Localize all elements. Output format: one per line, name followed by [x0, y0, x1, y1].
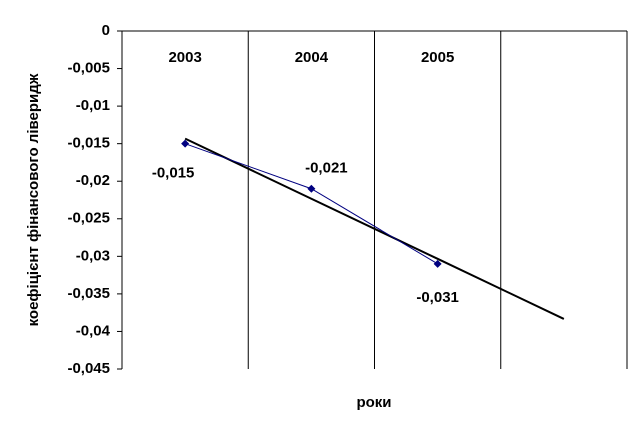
x-tick-label: 2005	[421, 49, 454, 66]
y-tick-label: -0,025	[67, 210, 110, 227]
y-tick-label: -0,01	[76, 97, 110, 114]
data-label: -0,021	[305, 160, 348, 177]
y-tick-label: -0,03	[76, 247, 110, 264]
x-tick-label: 2004	[295, 49, 329, 66]
x-axis-title: роки	[356, 394, 391, 411]
data-label: -0,015	[152, 165, 195, 182]
y-tick-label: -0,02	[76, 172, 110, 189]
trendline	[184, 137, 565, 320]
y-tick-label: -0,005	[67, 60, 110, 77]
y-tick-label: -0,035	[67, 285, 110, 302]
data-point	[307, 184, 316, 193]
y-tick-label: -0,015	[67, 135, 110, 152]
data-point	[181, 139, 190, 148]
y-axis-title: коефіцієнт фінансового ліверидж	[25, 73, 42, 326]
x-tick-label: 2003	[168, 49, 201, 66]
data-point	[433, 259, 442, 268]
data-label: -0,031	[416, 289, 459, 306]
y-tick-label: -0,045	[67, 360, 110, 377]
y-tick-label: 0	[102, 22, 110, 39]
y-tick-label: -0,04	[76, 322, 111, 339]
